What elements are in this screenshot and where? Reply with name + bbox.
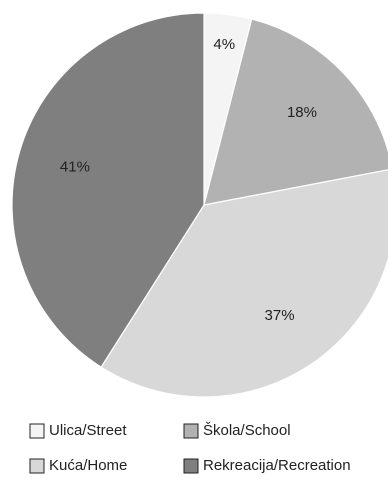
legend-item-rekreacija-recreation: Rekreacija/Recreation (183, 457, 351, 474)
pie-slice-rekreacija-recreation (11, 12, 205, 368)
legend-label-kuca-home: Kuća/Home (49, 457, 127, 474)
pie-slices (11, 12, 388, 398)
legend-swatch-ulica-street (29, 423, 45, 439)
legend-label-rekreacija-recreation: Rekreacija/Recreation (203, 457, 351, 474)
slice-labels: 4% 18% 37% 41% (60, 36, 317, 324)
legend-item-ulica-street: Ulica/Street (29, 422, 127, 439)
legend-item-skola-school: Škola/School (183, 422, 291, 439)
pie-slice-kuca-home (100, 169, 388, 398)
legend-swatch-rekreacija-recreation (183, 458, 199, 474)
legend-label-ulica-street: Ulica/Street (49, 422, 127, 439)
legend-item-kuca-home: Kuća/Home (29, 457, 127, 474)
slice-label-rekreacija-recreation: 41% (60, 158, 90, 175)
slice-label-skola-school: 18% (287, 104, 317, 121)
legend-swatch-kuca-home (29, 458, 45, 474)
slice-label-kuca-home: 37% (265, 307, 295, 324)
legend-swatch-skola-school (183, 423, 199, 439)
slice-label-ulica-street: 4% (213, 36, 235, 53)
legend-label-skola-school: Škola/School (203, 422, 291, 439)
legend: Ulica/Street Škola/School Kuća/Home Rekreac… (29, 422, 351, 474)
